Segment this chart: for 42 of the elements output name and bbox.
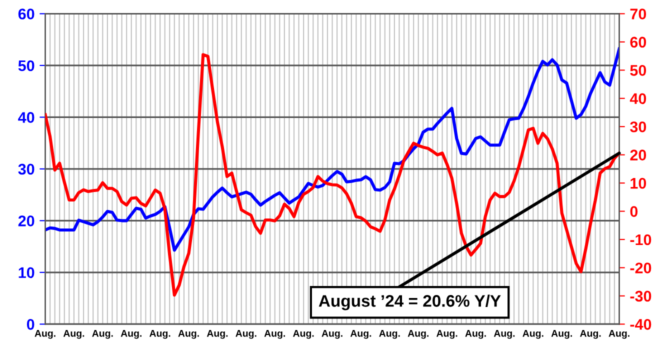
y2-tick-label: 60 xyxy=(630,36,646,48)
x-tick-label: Aug. xyxy=(322,330,342,339)
x-tick-label: Aug. xyxy=(178,330,199,339)
x-tick-label: Aug. xyxy=(522,330,544,339)
x-tick-label: Aug. xyxy=(608,330,630,339)
y2-tick-label: 30 xyxy=(630,121,646,132)
y-tick-label: 0 xyxy=(26,319,34,330)
x-tick-label: Aug. xyxy=(551,330,572,339)
x-tick-label: Aug. xyxy=(34,330,56,339)
y2-tick-label: -10 xyxy=(630,234,652,246)
x-tick-label: Aug. xyxy=(580,330,601,339)
x-tick-label: Aug. xyxy=(206,330,228,339)
x-tick-label: Aug. xyxy=(293,330,314,339)
y-tick-label: 60 xyxy=(18,8,34,20)
line-series xyxy=(45,47,620,252)
y2-tick-label: -20 xyxy=(630,262,652,274)
y2-tick-label: 10 xyxy=(630,178,646,189)
x-tick-label: Aug. xyxy=(436,330,458,339)
y2-tick-label: -30 xyxy=(630,290,652,302)
y-tick-label: 10 xyxy=(18,267,34,278)
x-tick-label: Aug. xyxy=(494,330,515,339)
y-tick-label: 30 xyxy=(18,164,34,175)
y-tick-label: 40 xyxy=(18,112,34,123)
x-tick-label: Aug. xyxy=(408,330,428,339)
x-tick-label: Aug. xyxy=(465,330,486,339)
x-tick-label: Aug. xyxy=(120,330,142,339)
y2-tick-label: 40 xyxy=(630,93,646,104)
x-tick-label: Aug. xyxy=(350,330,372,339)
y-tick-label: 20 xyxy=(18,216,34,226)
x-tick-label: Aug. xyxy=(92,330,113,339)
y2-tick-label: -40 xyxy=(630,319,652,330)
y2-tick-label: 0 xyxy=(630,206,638,217)
x-tick-label: Aug. xyxy=(379,330,400,339)
x-tick-label: Aug. xyxy=(236,330,256,339)
y2-tick-label: 20 xyxy=(630,150,646,161)
y2-tick-label: 70 xyxy=(630,8,646,20)
y2-tick-label: 50 xyxy=(630,65,646,76)
x-tick-label: Aug. xyxy=(150,330,170,339)
y-tick-label: 50 xyxy=(18,60,34,72)
x-tick-label: Aug. xyxy=(264,330,285,339)
annotation: August ’24 = 20.6% Y/Y xyxy=(318,294,501,310)
x-tick-label: Aug. xyxy=(63,330,84,339)
